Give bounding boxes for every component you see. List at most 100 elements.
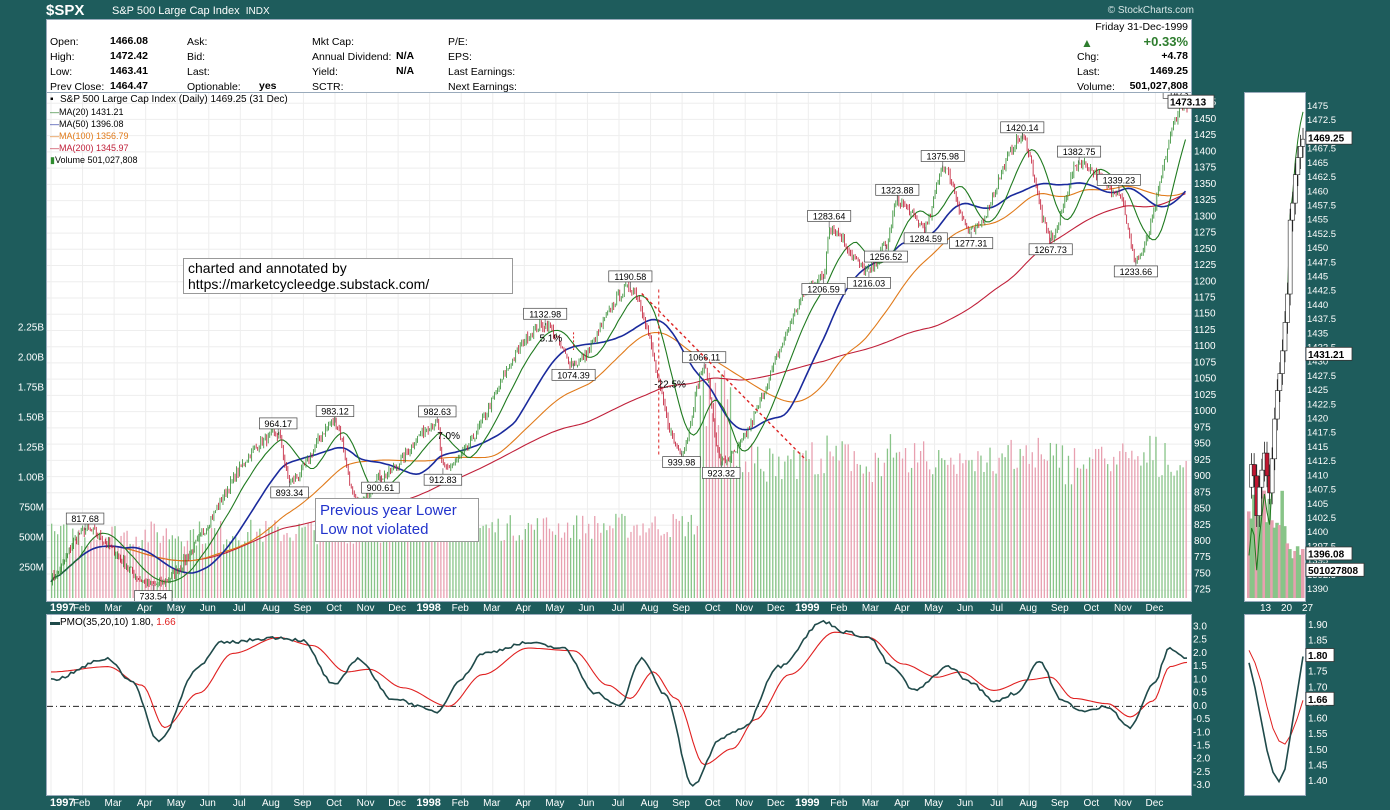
pivot-label: 893.34 xyxy=(276,488,304,498)
volume-bar xyxy=(781,479,783,598)
pmo-line xyxy=(50,619,1188,787)
month-label: Apr xyxy=(137,603,153,614)
volume-bar xyxy=(204,543,207,598)
zoom-price-tick-label: 1467.5 xyxy=(1307,144,1336,155)
zoom-candle xyxy=(1269,458,1275,494)
pmo-month-label: May xyxy=(167,798,186,809)
zoom-price-tick-label: 1445 xyxy=(1307,271,1328,282)
zoom-date-label: 13 xyxy=(1260,603,1272,614)
pmo-month-label: May xyxy=(545,798,564,809)
price-tick-label: 975 xyxy=(1194,422,1211,433)
price-tick-label: 875 xyxy=(1194,487,1211,498)
zoom-volume-bar xyxy=(1262,490,1266,598)
volume-bar xyxy=(322,518,324,598)
volume-bar xyxy=(995,473,997,598)
zoom-candle xyxy=(1285,293,1290,323)
volume-bar xyxy=(1185,460,1187,598)
pivot-label: 1277.31 xyxy=(955,239,988,249)
volume-bar xyxy=(515,540,517,598)
volume-bar xyxy=(1019,448,1021,598)
volume-bar xyxy=(901,458,904,598)
pivot-label: 1339.23 xyxy=(1103,175,1136,185)
volume-bar xyxy=(222,544,225,598)
author-note-line2: https://marketcycleedge.substack.com/ xyxy=(188,276,430,292)
zoom-last-flag-box xyxy=(1305,130,1353,145)
volume-bar xyxy=(1088,457,1091,598)
change-percent: +0.33% xyxy=(1143,34,1188,49)
volume-bar xyxy=(784,461,786,598)
exchange-text: INDX xyxy=(245,6,270,17)
volume-bar xyxy=(744,461,747,598)
volume-bar xyxy=(983,471,985,598)
main-last-flag-box xyxy=(1167,94,1215,109)
volume-bar xyxy=(90,540,92,598)
volume-bar xyxy=(259,528,261,598)
zoom-pmo-chart xyxy=(1248,650,1304,784)
pivot-label: 1216.03 xyxy=(853,278,886,288)
volume-label: Volume: xyxy=(1077,81,1115,93)
volume-bar xyxy=(527,522,530,598)
volume-tick-label: 750M xyxy=(19,503,44,514)
month-label: Apr xyxy=(894,603,910,614)
zoom-volume-bar xyxy=(1285,543,1290,598)
volume-bar xyxy=(54,531,56,598)
volume-bar xyxy=(1091,458,1094,598)
volume-bar xyxy=(557,523,560,598)
volume-bar xyxy=(274,520,276,598)
pmo-month-label: Feb xyxy=(73,798,91,809)
volume-bar xyxy=(874,452,877,598)
chg-label: Chg: xyxy=(1077,51,1100,63)
zoom-price-chart xyxy=(1247,111,1306,598)
volume-bar xyxy=(1034,467,1036,598)
pmo-month-label: Jul xyxy=(233,798,246,809)
volume-bar xyxy=(1131,450,1133,598)
volume-bar xyxy=(346,543,348,598)
pivot-box xyxy=(1057,145,1102,158)
legend-ma200: —MA(200) 1345.97 xyxy=(50,143,129,153)
volume-bar xyxy=(485,524,487,598)
zoom-pmo-tick-label: 1.75 xyxy=(1308,667,1328,678)
volume-bar xyxy=(1082,464,1085,598)
optionable-value: yes xyxy=(259,80,277,92)
volume-bar xyxy=(690,514,692,598)
price-chart: 817.68733.54964.17893.34983.12855.27900.… xyxy=(47,87,1207,603)
volume-bar xyxy=(554,534,557,598)
volume-bar xyxy=(114,526,116,598)
volume-bar xyxy=(162,535,164,598)
volume-bar xyxy=(286,533,288,598)
volume-bar xyxy=(382,522,385,598)
volume-bar xyxy=(180,541,183,598)
pmo-legend: ▬PMO(35,20,10) 1.80, 1.66 xyxy=(50,617,176,628)
volume-bar xyxy=(1143,452,1145,598)
zoom-volume-bar xyxy=(1259,496,1264,598)
volume-bar xyxy=(766,481,768,598)
volume-bar xyxy=(343,529,345,598)
volume-bar xyxy=(226,539,228,598)
volume-bar xyxy=(929,469,931,598)
zoom-volume-bar xyxy=(1275,522,1279,598)
price-tick-label: 1025 xyxy=(1194,390,1217,401)
volume-bar xyxy=(1085,468,1088,598)
volume-bar xyxy=(370,538,373,598)
volume-bar xyxy=(941,458,943,598)
zoom-price-tick-label: 1415 xyxy=(1307,442,1328,453)
zoom-price-tick-label: 1475 xyxy=(1307,101,1328,112)
volume-bar xyxy=(600,532,602,598)
zoom-price-tick-label: 1447.5 xyxy=(1307,257,1336,268)
pmo-month-label: Sep xyxy=(1051,798,1069,809)
pmo-signal-value: 1.66 xyxy=(156,617,176,628)
author-note-line1: charted and annotated by xyxy=(188,260,347,276)
volume-bar xyxy=(1043,459,1045,598)
volume-bar xyxy=(545,517,548,598)
volume-bar xyxy=(207,527,210,598)
volume-bar xyxy=(657,529,659,598)
pivot-label: 1132.98 xyxy=(529,309,561,319)
volume-bar xyxy=(283,534,285,598)
volume-value: 501,027,808 xyxy=(1129,80,1188,92)
volume-bar xyxy=(1104,458,1106,598)
legend-ma20-text: MA(20) 1431.21 xyxy=(59,107,124,117)
volume-bar xyxy=(763,471,765,598)
volume-tick-label: 250M xyxy=(19,563,44,574)
pivot-box xyxy=(920,150,965,162)
volume-bar xyxy=(509,515,511,598)
